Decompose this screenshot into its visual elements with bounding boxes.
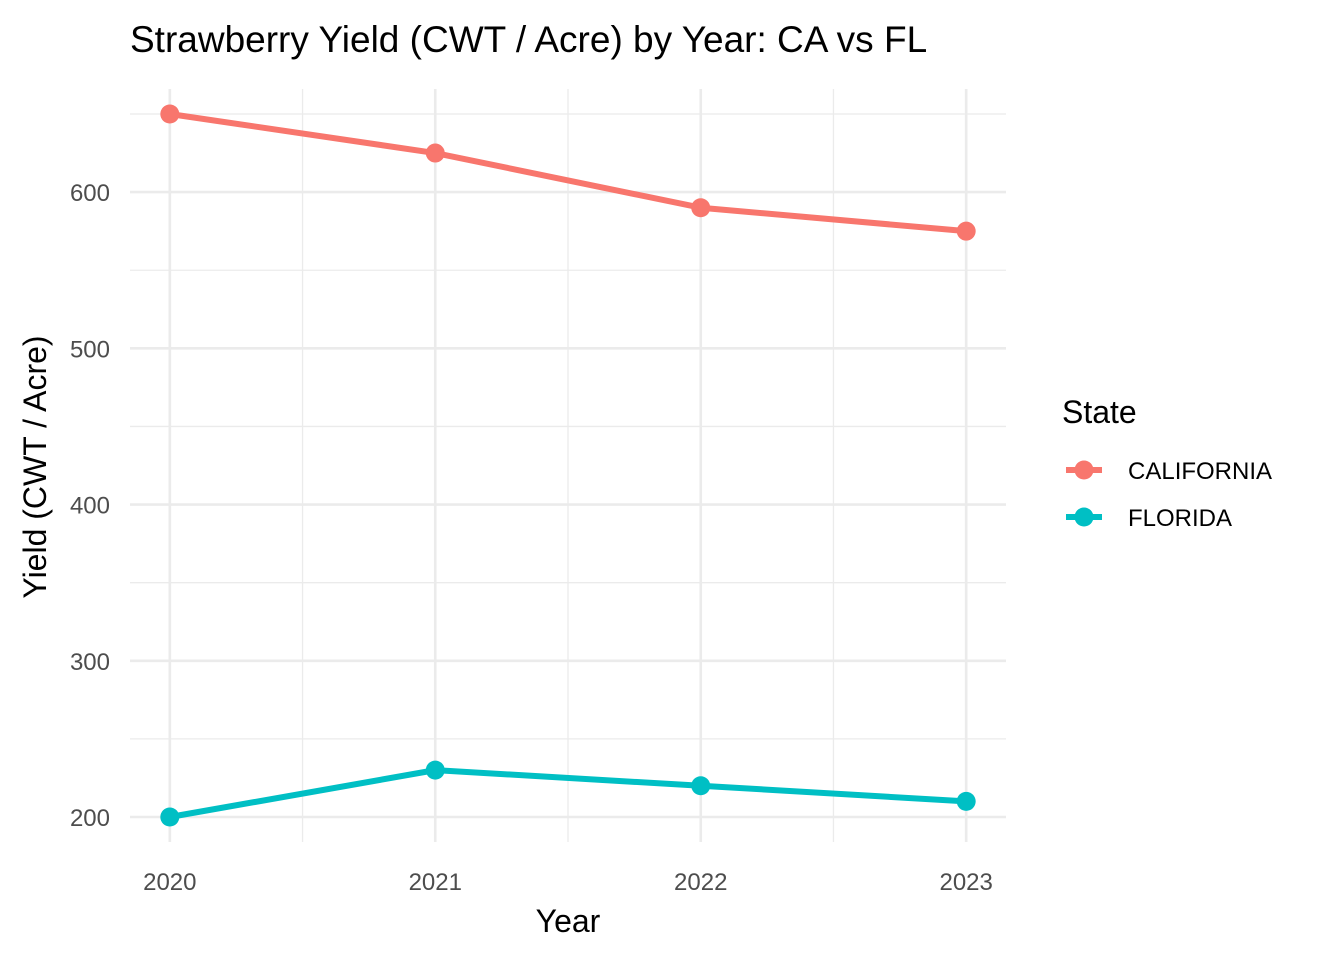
x-tick-label: 2023 xyxy=(939,869,992,896)
data-point-california xyxy=(691,198,711,218)
data-point-california xyxy=(160,104,180,124)
legend-key-point xyxy=(1074,460,1094,480)
y-tick-label: 200 xyxy=(70,805,110,832)
legend-item-california: CALIFORNIA xyxy=(1066,458,1272,485)
data-point-florida xyxy=(425,760,445,780)
y-tick-label: 400 xyxy=(70,493,110,520)
y-tick-label: 600 xyxy=(70,180,110,207)
data-point-florida xyxy=(160,807,180,827)
x-tick-label: 2022 xyxy=(674,869,727,896)
series-line-florida xyxy=(169,767,967,820)
data-point-florida xyxy=(691,776,711,796)
legend-items: CALIFORNIA FLORIDA xyxy=(1066,458,1272,532)
x-axis-title: Year xyxy=(536,903,601,939)
legend-item-florida: FLORIDA xyxy=(1066,505,1232,532)
x-tick-label: 2020 xyxy=(143,869,196,896)
y-tick-label: 500 xyxy=(70,336,110,363)
series-line-california xyxy=(169,111,967,235)
chart-title: Strawberry Yield (CWT / Acre) by Year: C… xyxy=(130,19,927,60)
legend-label: CALIFORNIA xyxy=(1128,458,1272,485)
series-layer xyxy=(160,104,976,827)
tick-labels: 200 300 400 500 600 2020 2021 2022 2023 xyxy=(70,180,993,896)
data-point-california xyxy=(956,221,976,241)
legend-label: FLORIDA xyxy=(1128,505,1232,532)
grid-layer xyxy=(130,89,1006,842)
x-tick-label: 2021 xyxy=(409,869,462,896)
legend-key-point xyxy=(1074,507,1094,527)
y-axis-title: Yield (CWT / Acre) xyxy=(17,335,53,598)
legend-title: State xyxy=(1062,394,1137,430)
y-tick-label: 300 xyxy=(70,649,110,676)
legend: State CALIFORNIA FLORIDA xyxy=(1062,394,1272,532)
data-point-florida xyxy=(956,791,976,811)
data-point-california xyxy=(425,143,445,163)
